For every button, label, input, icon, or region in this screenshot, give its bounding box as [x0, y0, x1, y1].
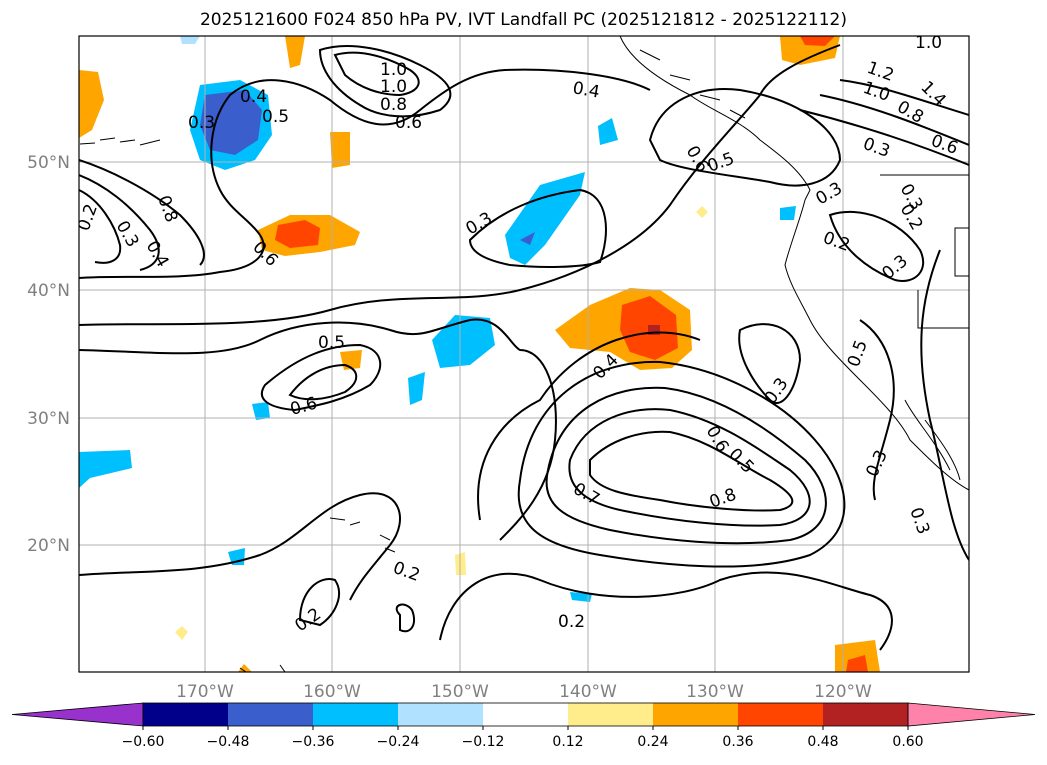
contour-label: 1.4 — [916, 77, 949, 110]
contour-label: 1.0 — [380, 60, 407, 80]
lat-label-30n: 30°N — [27, 409, 70, 429]
colorbar-extend-low — [11, 702, 144, 727]
colorbar-swatch — [738, 703, 823, 726]
colorbar-tick-label: 0.24 — [637, 734, 668, 750]
contour-label: 0.6 — [395, 113, 422, 133]
lon-label-160w: 160°W — [303, 682, 361, 702]
contour-label: 0.4 — [571, 78, 601, 102]
contour-label: 0.2 — [74, 201, 102, 233]
colorbar-tick-label: 0.48 — [807, 734, 838, 750]
colorbar: −0.60 −0.48 −0.36 −0.24 −0.12 0.12 0.24 0.36 0.4… — [11, 702, 1036, 750]
contour-label: 0.3 — [813, 178, 846, 209]
contour-label: 0.3 — [761, 374, 793, 408]
map-area: 0.4 0.5 0.3 0.8 0.2 0.3 0.4 0.6 1.0 1.0 … — [74, 33, 969, 672]
map-frame — [78, 35, 970, 673]
contour-label: 0.3 — [878, 251, 912, 284]
contour-labels: 0.4 0.5 0.3 0.8 0.2 0.3 0.4 0.6 1.0 1.0 … — [74, 33, 961, 636]
contour-label: 0.3 — [188, 113, 215, 133]
contour-label: 0.3 — [860, 134, 892, 162]
lon-label-150w: 150°W — [431, 682, 489, 702]
contour-label: 0.2 — [390, 558, 422, 586]
contour-label: 0.8 — [380, 95, 407, 115]
contour-label: 1.0 — [380, 77, 407, 97]
colorbar-swatch — [823, 703, 908, 726]
contour-label: 0.5 — [262, 107, 289, 127]
contour-label: 0.3 — [463, 208, 496, 239]
colorbar-swatch — [313, 703, 398, 726]
colorbar-swatch — [398, 703, 483, 726]
map-title: 2025121600 F024 850 hPa PV, IVT Landfall… — [199, 10, 847, 30]
contour-label: 1.0 — [915, 33, 942, 53]
contour-label: 0.5 — [318, 333, 345, 353]
colorbar-swatch — [653, 703, 738, 726]
contour-label: 0.6 — [288, 394, 319, 420]
colorbar-swatch — [483, 703, 568, 726]
colorbar-swatch — [228, 703, 313, 726]
contour-label: 0.3 — [112, 218, 143, 251]
contour-label: 0.8 — [894, 97, 927, 128]
gridlines — [79, 36, 969, 672]
lon-label-140w: 140°W — [559, 682, 617, 702]
colorbar-tick-label: −0.36 — [292, 734, 335, 750]
latitude-labels: 50°N 40°N 30°N 20°N — [27, 153, 70, 556]
lon-label-130w: 130°W — [686, 682, 744, 702]
contour-label: 0.8 — [707, 485, 739, 513]
colorbar-tick-label: 0.36 — [722, 734, 753, 750]
contour-label: 0.3 — [905, 505, 933, 537]
contour-label: 0.2 — [558, 612, 585, 632]
ivt-contours — [79, 44, 969, 651]
colorbar-swatch — [143, 703, 228, 726]
colorbar-tick-label: 0.60 — [892, 734, 923, 750]
lat-label-20n: 20°N — [27, 536, 70, 556]
coastlines — [79, 36, 969, 672]
contour-label: 0.5 — [724, 444, 757, 477]
colorbar-frame — [142, 702, 909, 727]
lat-label-50n: 50°N — [27, 153, 70, 173]
colorbar-tick-label: 0.12 — [552, 734, 583, 750]
colorbar-extend-high — [907, 702, 1036, 727]
colorbar-tick-label: −0.12 — [462, 734, 505, 750]
longitude-labels: 170°W 160°W 150°W 140°W 130°W 120°W — [176, 682, 872, 702]
contour-label: 0.2 — [291, 604, 325, 636]
lat-label-40n: 40°N — [27, 281, 70, 301]
contour-label: 0.4 — [142, 238, 173, 271]
colorbar-tick-label: −0.48 — [207, 734, 250, 750]
contour-label: 0.6 — [928, 131, 960, 159]
lon-label-120w: 120°W — [814, 682, 872, 702]
colorbar-tick-label: −0.60 — [122, 734, 165, 750]
contour-label: 0.8 — [153, 193, 181, 225]
contour-label: 0.6 — [702, 423, 733, 456]
colorbar-swatch — [568, 703, 653, 726]
lon-label-170w: 170°W — [176, 682, 234, 702]
contour-label: 0.4 — [240, 87, 267, 107]
contour-label: 0.2 — [820, 228, 852, 256]
colorbar-tick-label: −0.24 — [377, 734, 420, 750]
contour-label: 0.5 — [844, 337, 872, 369]
pv-shading — [79, 36, 880, 672]
contour-label: 0.3 — [862, 447, 892, 480]
